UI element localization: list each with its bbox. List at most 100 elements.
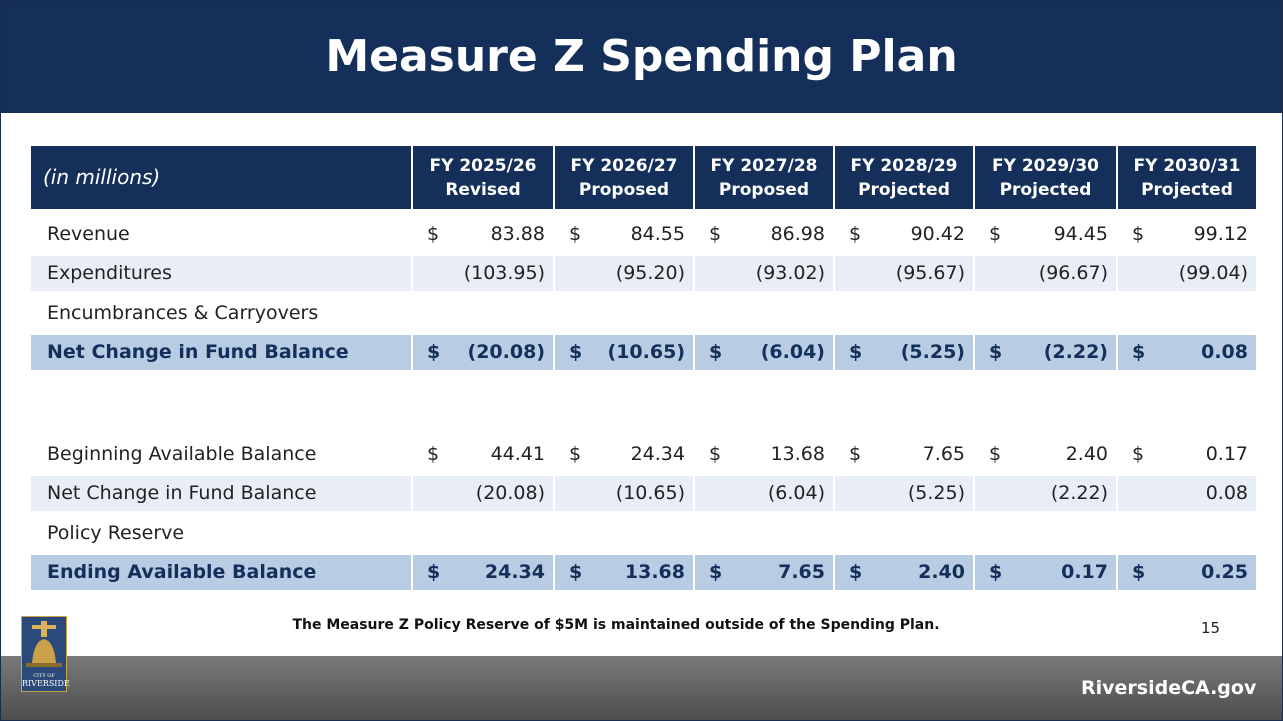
column-status: Proposed	[578, 179, 670, 200]
title: Measure Z Spending Plan	[325, 31, 958, 82]
amount: (99.04)	[1178, 262, 1248, 285]
row-label: Policy Reserve	[31, 514, 411, 551]
value-cell: $ (20.08)	[411, 333, 553, 370]
row-label: Revenue	[31, 215, 411, 252]
value-cell	[693, 294, 833, 331]
column-header: FY 2029/30 Projected	[973, 146, 1116, 209]
column-year: FY 2029/30	[991, 155, 1100, 176]
row-label-text: Encumbrances & Carryovers	[47, 301, 319, 324]
currency: $	[427, 341, 441, 364]
currency: $	[989, 442, 1002, 465]
row-label-text: Net Change in Fund Balance	[47, 341, 349, 364]
page-number: 15	[1201, 619, 1221, 637]
row-label-text: Revenue	[47, 222, 130, 245]
column-header: FY 2030/31 Projected	[1116, 146, 1256, 209]
column-status: Projected	[1141, 179, 1233, 200]
currency: $	[1132, 341, 1146, 364]
amount: 0.17	[1061, 561, 1108, 584]
currency: $	[849, 561, 863, 584]
value-cell: (96.67)	[973, 254, 1116, 291]
site-link: RiversideCA.gov	[1081, 677, 1257, 699]
currency: $	[569, 222, 582, 245]
footer	[1, 656, 1282, 720]
currency: $	[709, 561, 723, 584]
currency: $	[709, 341, 723, 364]
currency: $	[1132, 222, 1145, 245]
amount: 2.40	[1065, 442, 1108, 465]
amount: 44.41	[490, 442, 545, 465]
value-cell: (95.67)	[833, 254, 973, 291]
value-cell: $13.68	[693, 435, 833, 472]
amount: 24.34	[630, 442, 685, 465]
value-cell: (2.22)	[973, 474, 1116, 511]
amount: 13.68	[624, 561, 685, 584]
currency: $	[989, 222, 1002, 245]
value-cell: $ (6.04)	[693, 333, 833, 370]
amount: 83.88	[490, 222, 545, 245]
value-cell: $0.17	[973, 553, 1116, 590]
currency: $	[709, 442, 722, 465]
currency: $	[427, 442, 440, 465]
amount: 13.68	[770, 442, 825, 465]
value-cell: (103.95)	[411, 254, 553, 291]
column-status: Revised	[445, 179, 521, 200]
column-status: Projected	[999, 179, 1092, 200]
footnote: The Measure Z Policy Reserve of $5M is m…	[292, 617, 940, 633]
header-cell	[31, 146, 411, 209]
value-cell: $7.65	[833, 435, 973, 472]
value-cell: $7.65	[693, 553, 833, 590]
value-cell	[411, 514, 553, 551]
currency: $	[989, 341, 1003, 364]
column-header: FY 2028/29 Projected	[833, 146, 973, 209]
value-cell: $0.25	[1116, 553, 1256, 590]
value-cell	[553, 294, 693, 331]
amount: (2.22)	[1050, 482, 1108, 505]
column-year: FY 2026/27	[570, 155, 678, 176]
amount: (20.08)	[467, 341, 545, 364]
currency: $	[569, 442, 582, 465]
currency: $	[849, 341, 863, 364]
row-label: Net Change in Fund Balance	[31, 333, 411, 370]
row-label-text: Ending Available Balance	[47, 561, 317, 584]
amount: (95.67)	[895, 262, 965, 285]
row-label-text: Policy Reserve	[47, 521, 185, 544]
amount: 0.17	[1205, 442, 1248, 465]
currency: $	[849, 442, 862, 465]
column-year: FY 2030/31	[1133, 155, 1241, 176]
value-cell: $84.55	[553, 215, 693, 252]
value-cell: $90.42	[833, 215, 973, 252]
amount: (20.08)	[475, 482, 545, 505]
value-cell: $ (5.25)	[833, 333, 973, 370]
title-band	[1, 1, 1282, 113]
row-label: Expenditures	[31, 254, 411, 291]
value-cell: (10.65)	[553, 474, 693, 511]
currency: $	[1132, 442, 1145, 465]
logo-bell	[26, 621, 62, 667]
amount: (10.65)	[615, 482, 685, 505]
value-cell: $0.08	[1116, 333, 1256, 370]
amount: (6.04)	[760, 341, 825, 364]
value-cell: (20.08)	[411, 474, 553, 511]
value-cell: $24.34	[411, 553, 553, 590]
column-header: FY 2027/28 Proposed	[693, 146, 833, 209]
amount: 84.55	[630, 222, 685, 245]
currency: $	[569, 341, 583, 364]
amount: (96.67)	[1038, 262, 1108, 285]
column-year: FY 2027/28	[710, 155, 818, 176]
row-label-text: Net Change in Fund Balance	[47, 482, 317, 505]
currency: $	[849, 222, 862, 245]
column-header: FY 2026/27 Proposed	[553, 146, 693, 209]
amount: (93.02)	[755, 262, 825, 285]
row-label: Encumbrances & Carryovers	[31, 294, 411, 331]
logo-name: RIVERSIDE	[22, 679, 70, 688]
logo-top: CITY OF	[33, 673, 55, 679]
amount: (6.04)	[767, 482, 825, 505]
amount: 0.25	[1201, 561, 1248, 584]
value-cell: 0.08	[1116, 474, 1256, 511]
amount: (103.95)	[463, 262, 545, 285]
value-cell: (5.25)	[833, 474, 973, 511]
amount: 24.34	[484, 561, 545, 584]
amount: 86.98	[770, 222, 825, 245]
value-cell: (6.04)	[693, 474, 833, 511]
